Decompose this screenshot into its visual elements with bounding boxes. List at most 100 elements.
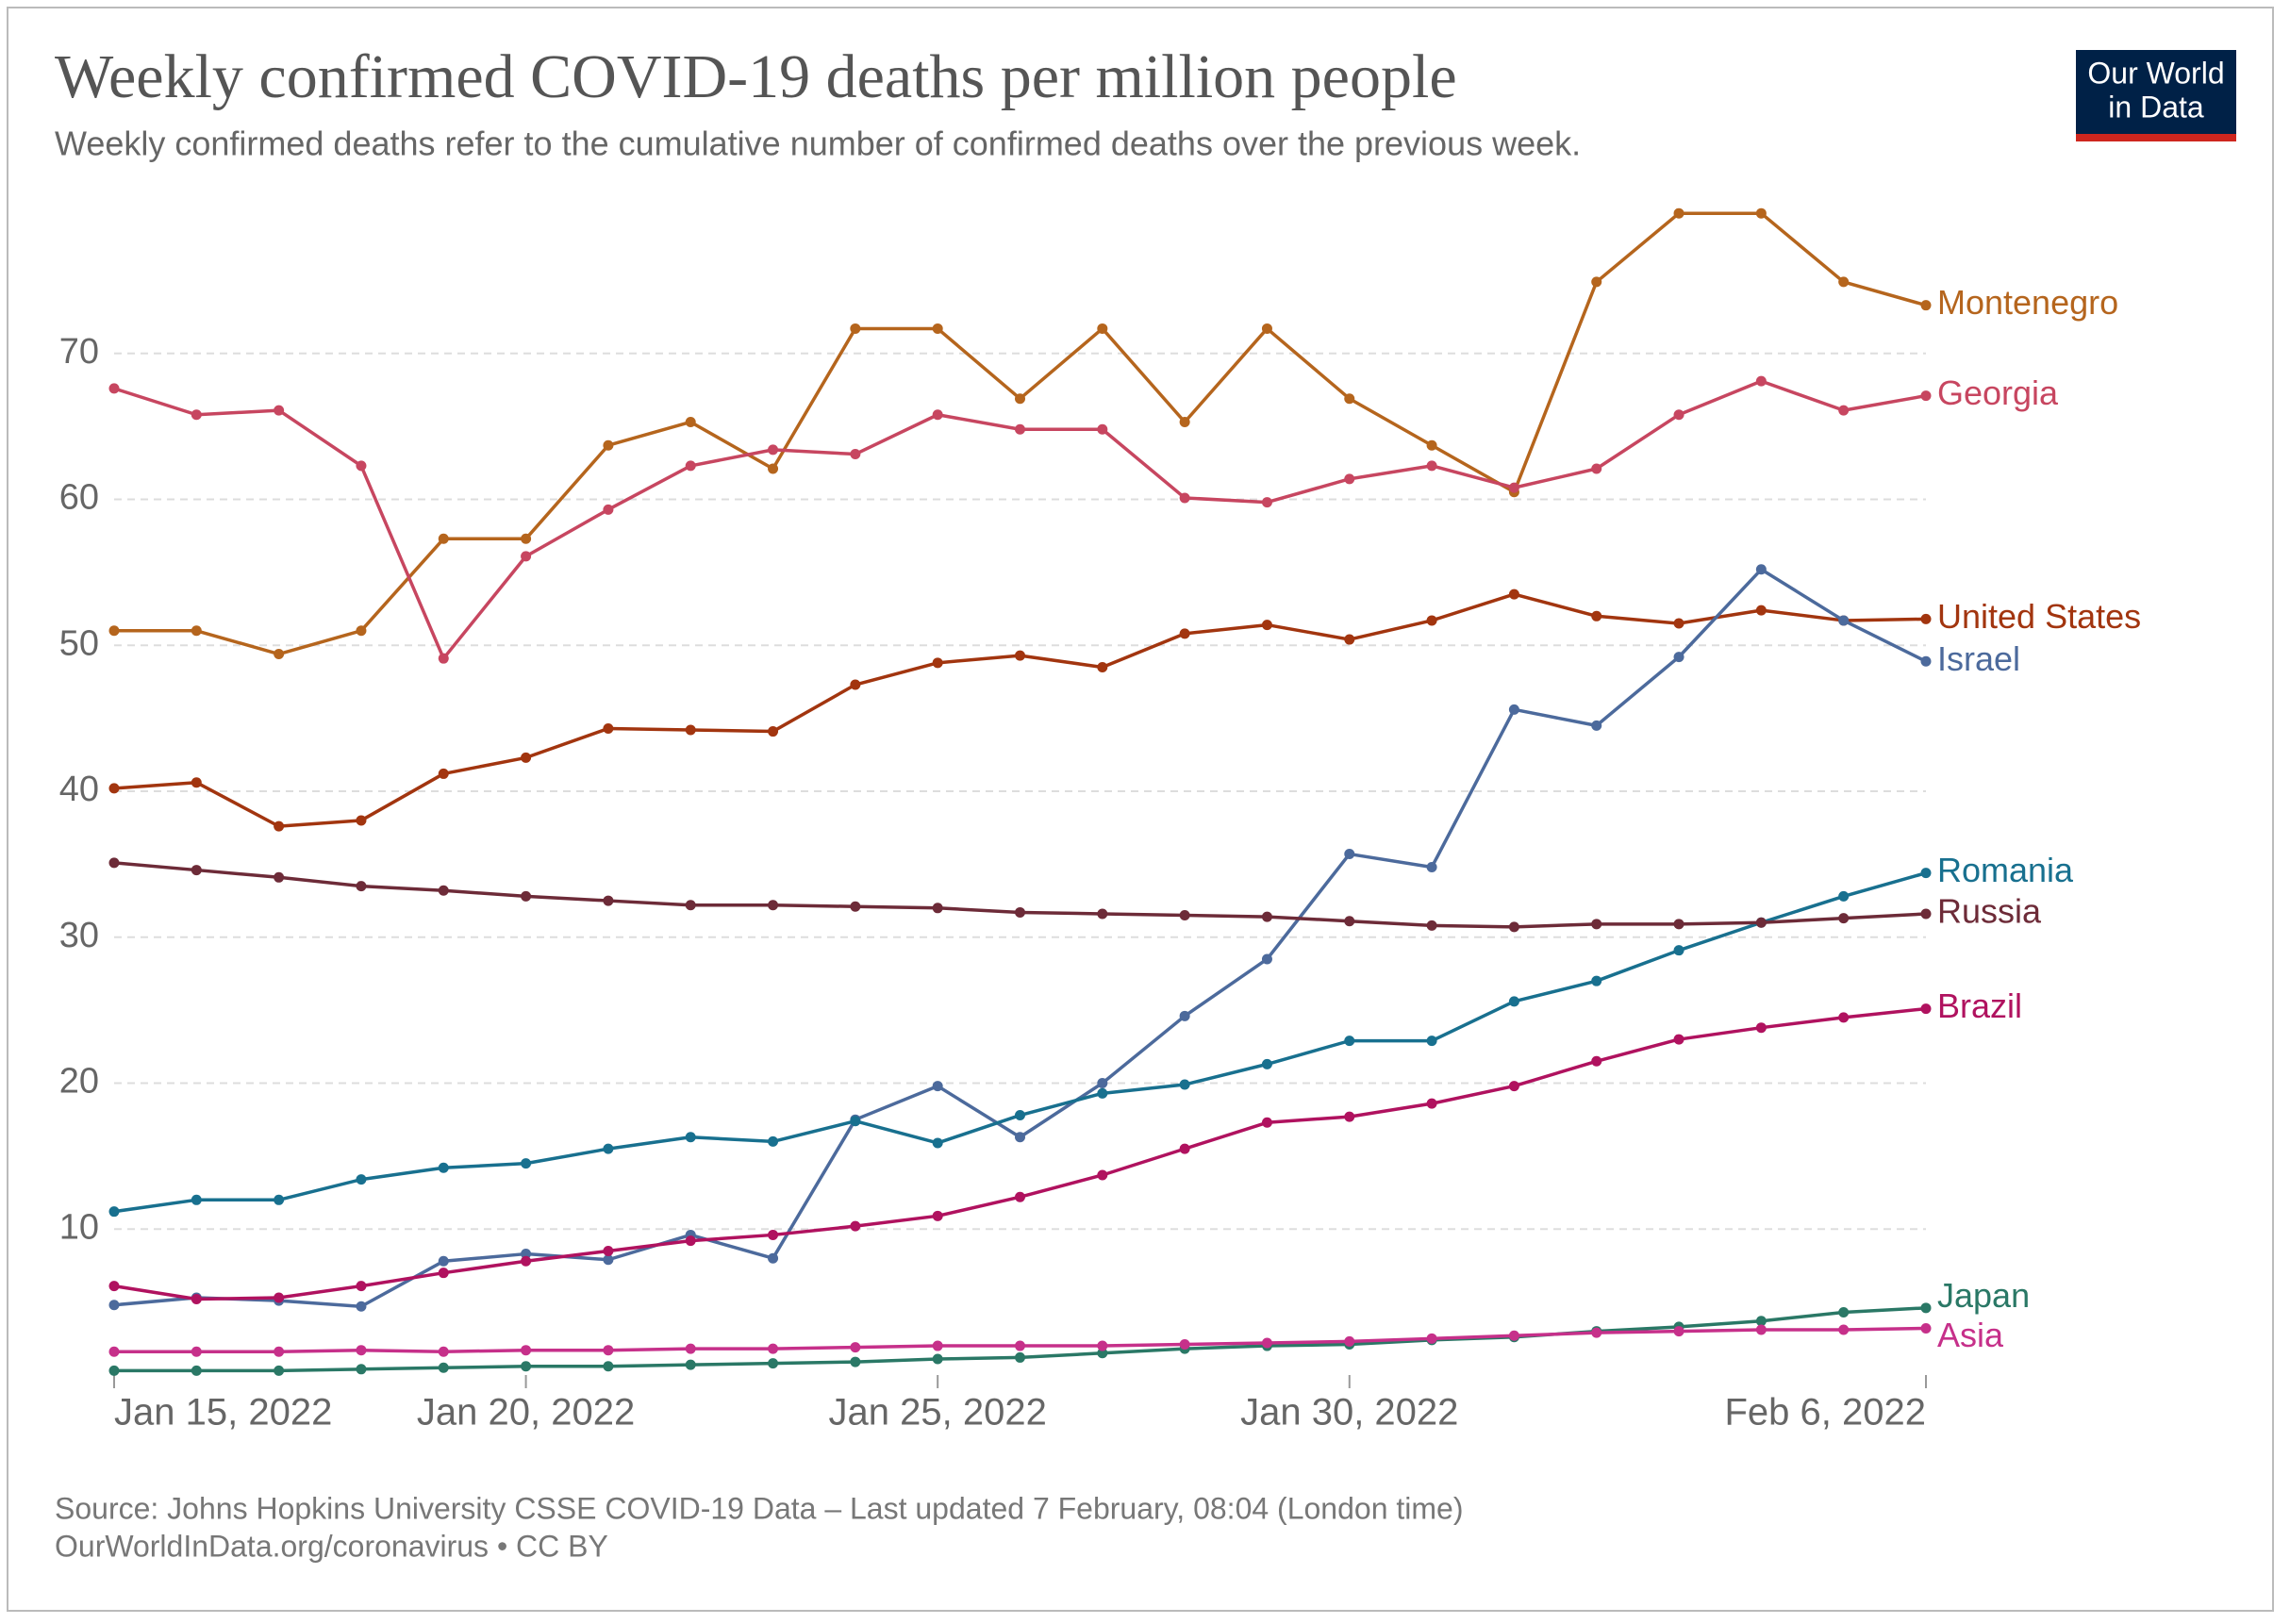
point [1097,661,1108,672]
logo-bar [2076,134,2236,141]
point [356,460,367,472]
point [1755,605,1767,616]
point [1508,1081,1519,1092]
point [108,1346,120,1357]
point [1179,910,1190,921]
point [1261,323,1272,334]
legend-label: Asia [1937,1316,2004,1354]
legend-label: Georgia [1937,373,2059,412]
point [1015,650,1025,661]
point [685,1359,696,1370]
point [1179,1079,1190,1090]
point [1755,1022,1767,1034]
point [1426,460,1437,472]
point [521,890,532,902]
point [1261,911,1272,922]
legend-label: Russia [1937,892,2042,931]
point [1344,473,1355,485]
point [108,1365,120,1376]
point [521,752,532,763]
logo-text: Our World [2087,56,2224,90]
point [521,1249,532,1260]
point [768,900,779,911]
point [1920,868,1932,879]
point [274,1365,285,1376]
point [1261,1058,1272,1069]
point [768,463,779,474]
point [1755,1316,1767,1327]
point [1426,920,1437,931]
point [521,533,532,544]
point [356,1174,367,1185]
point [1508,921,1519,933]
point [603,1254,614,1266]
legend-label: United States [1937,597,2141,636]
point [356,1345,367,1356]
point [850,1220,861,1232]
point [850,1356,861,1367]
point [1179,1339,1190,1351]
point [1179,416,1190,427]
point [1838,276,1850,288]
point [356,625,367,637]
point [274,649,285,660]
point [1508,704,1519,715]
point [1261,1337,1272,1349]
point [1755,207,1767,219]
point [1179,628,1190,639]
point [685,724,696,736]
point [274,1346,285,1357]
point [1015,393,1025,405]
point [850,901,861,912]
point [1838,1324,1850,1335]
point [1920,1302,1932,1314]
point [1755,564,1767,575]
point [1015,1351,1025,1363]
point [1097,1340,1108,1351]
y-tick-label: 40 [59,770,99,809]
point [1508,1330,1519,1341]
point [1097,908,1108,920]
point [108,783,120,794]
point [521,1158,532,1169]
point [356,881,367,892]
point [1015,423,1025,435]
x-tick-label: Jan 20, 2022 [417,1392,635,1433]
point [603,895,614,906]
point [1755,917,1767,928]
point [1591,610,1602,621]
point [191,1194,202,1205]
point [1673,409,1684,421]
y-tick-label: 50 [59,623,99,663]
point [191,1365,202,1376]
y-tick-label: 30 [59,916,99,955]
point [274,1292,285,1303]
point [1838,405,1850,416]
point [685,1132,696,1143]
point [356,1281,367,1292]
point [1755,375,1767,387]
point [1591,276,1602,288]
point [1015,1110,1025,1121]
footer: OurWorldInData.org/coronavirus • CC BY [55,1529,608,1563]
point [685,1235,696,1247]
point [438,885,449,896]
logo-text: in Data [2108,90,2204,124]
point [191,625,202,637]
point [1261,620,1272,631]
point [1097,423,1108,435]
point [685,1343,696,1354]
point [603,1345,614,1356]
point [1838,1306,1850,1317]
point [768,444,779,456]
chart-title: Weekly confirmed COVID-19 deaths per mil… [55,42,1457,111]
point [1426,1036,1437,1047]
point [1838,1012,1850,1023]
point [1344,849,1355,860]
point [438,1346,449,1357]
x-tick-label: Jan 15, 2022 [114,1392,332,1433]
point [1344,393,1355,405]
point [1508,482,1519,493]
point [1261,1117,1272,1128]
